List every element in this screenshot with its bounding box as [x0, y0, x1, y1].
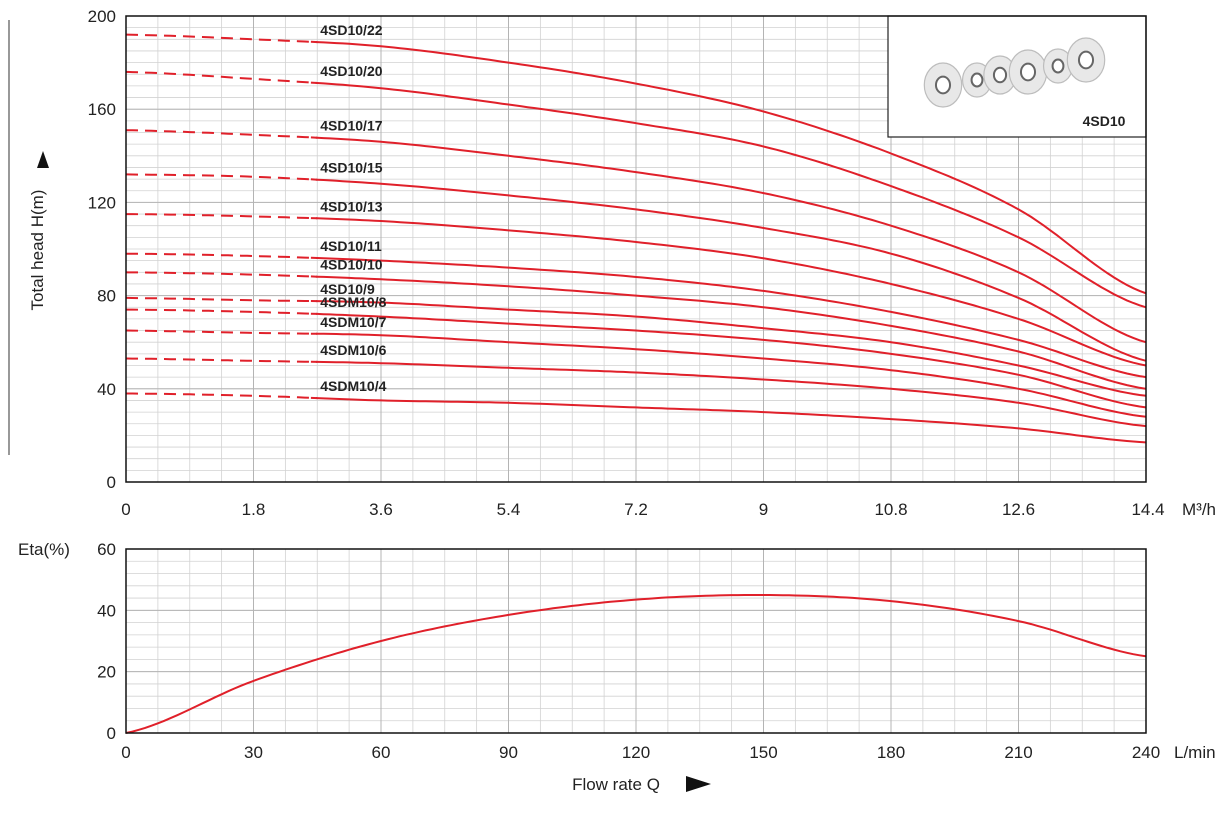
curve-label: 4SD10/10	[320, 257, 382, 273]
y-tick-label: 200	[88, 7, 116, 26]
x-tick-label: 60	[372, 743, 391, 762]
y-tick-label: 20	[97, 663, 116, 682]
y-axis-title: Eta(%)	[18, 540, 70, 559]
curve-4sdm10-8	[310, 312, 1147, 409]
up-arrow-icon	[37, 151, 49, 168]
x-tick-label: 210	[1004, 743, 1032, 762]
plot-frame-efficiency	[125, 548, 1147, 734]
impeller-hub-icon	[992, 66, 1008, 84]
curve-dashed-segment	[125, 357, 318, 363]
inset-label: 4SD10	[1083, 113, 1126, 129]
x-unit-label: L/min	[1174, 743, 1216, 762]
x-tick-label: 30	[244, 743, 263, 762]
curve-label: 4SD10/9	[320, 281, 375, 297]
x-tick-label: 9	[759, 500, 768, 519]
x-tick-label: 12.6	[1002, 500, 1035, 519]
y-tick-label: 120	[88, 193, 116, 212]
curve-label: 4SD10/17	[320, 118, 382, 134]
curve-dashed-segment	[125, 173, 318, 181]
curve-dashed-segment	[126, 308, 318, 315]
curve-label: 4SD10/11	[320, 238, 382, 254]
curve-4sd10-13	[310, 217, 1147, 367]
y-tick-label: 60	[97, 540, 116, 559]
impeller-hub-icon	[1077, 50, 1095, 70]
x-tick-label: 10.8	[874, 500, 907, 519]
curve-label: 4SD10/20	[320, 63, 382, 79]
curve-4sd10-15	[310, 178, 1147, 362]
impeller-hub-icon	[1051, 58, 1065, 74]
curve-4sdm10-6	[310, 360, 1147, 428]
x-tick-label: 240	[1132, 743, 1160, 762]
curve-label: 4SD10/22	[320, 22, 382, 38]
x-tick-label: 0	[121, 500, 130, 519]
x-tick-label: 7.2	[624, 500, 648, 519]
curve-dashed-segment	[126, 252, 318, 259]
x-tick-label: 120	[622, 743, 650, 762]
x-tick-label: 3.6	[369, 500, 393, 519]
curve-4sd10-11	[310, 256, 1147, 379]
x-tick-label: 150	[749, 743, 777, 762]
curve-label: 4SDM10/4	[320, 378, 386, 394]
x-tick-label: 90	[499, 743, 518, 762]
curve-4sd10-10	[310, 275, 1147, 390]
curve-4sd10-22	[310, 40, 1147, 295]
impeller-hub-icon	[934, 75, 952, 95]
curve-label: 4SDM10/6	[320, 342, 386, 358]
x-tick-label: 1.8	[242, 500, 266, 519]
y-tick-label: 160	[88, 100, 116, 119]
efficiency-curve	[125, 594, 1147, 734]
curve-label: 4SD10/15	[320, 160, 382, 176]
curve-4sdm10-7	[310, 332, 1147, 418]
curve-4sd10-20	[310, 81, 1147, 309]
y-axis-title: Total head H(m)	[28, 190, 47, 311]
x-unit-label: M³/h	[1182, 500, 1216, 519]
curve-label: 4SD10/13	[320, 198, 382, 214]
curve-label: 4SDM10/8	[320, 294, 386, 310]
curve-dashed-segment	[126, 392, 318, 400]
x-tick-label: 180	[877, 743, 905, 762]
plot-frame-head	[125, 15, 1147, 483]
y-tick-label: 80	[97, 287, 116, 306]
curve-4sd10-17	[310, 136, 1147, 344]
curve-dashed-segment	[125, 296, 318, 303]
y-tick-label: 40	[97, 380, 116, 399]
curve-4sd10-9	[310, 300, 1147, 397]
x-tick-label: 14.4	[1131, 500, 1164, 519]
x-tick-label: 0	[121, 743, 130, 762]
curve-dashed-segment	[125, 33, 318, 44]
y-tick-label: 40	[97, 601, 116, 620]
curve-dashed-segment	[125, 329, 318, 335]
curve-dashed-segment	[126, 213, 318, 220]
curve-dashed-segment	[125, 70, 318, 84]
x-axis-title: Flow rate Q	[572, 775, 660, 794]
right-arrow-icon	[686, 776, 711, 792]
y-tick-label: 0	[107, 724, 116, 743]
curve-dashed-segment	[125, 271, 318, 278]
curve-label: 4SDM10/7	[320, 314, 386, 330]
impeller-hub-icon	[1019, 62, 1037, 82]
curve-4sdm10-4	[310, 396, 1147, 444]
curve-dashed-segment	[125, 129, 318, 139]
impeller-hub-icon	[970, 72, 984, 88]
x-tick-label: 5.4	[497, 500, 521, 519]
y-tick-label: 0	[107, 473, 116, 492]
